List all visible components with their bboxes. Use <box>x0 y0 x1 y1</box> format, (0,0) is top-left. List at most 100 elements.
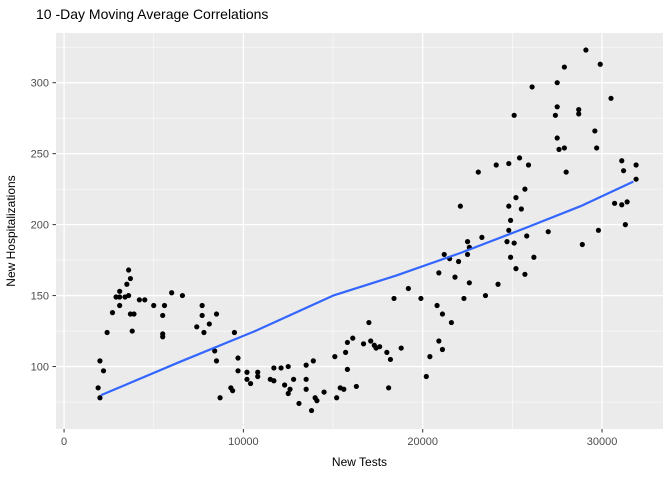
trend-line <box>100 180 634 396</box>
data-point <box>620 168 627 174</box>
data-point <box>255 373 261 380</box>
data-point <box>117 294 123 300</box>
data-point <box>303 386 309 392</box>
data-point <box>169 290 175 296</box>
data-point <box>464 251 471 258</box>
data-point <box>506 227 512 233</box>
data-point <box>507 217 514 223</box>
data-point <box>506 203 512 209</box>
data-point <box>511 240 517 246</box>
data-point <box>461 295 467 302</box>
y-tick-label: 100 <box>31 362 49 374</box>
data-point <box>448 319 455 326</box>
data-point <box>377 344 383 350</box>
y-tick-label: 300 <box>31 78 49 90</box>
data-point <box>579 241 585 248</box>
data-point <box>271 365 277 371</box>
data-point <box>131 311 137 317</box>
data-point <box>622 222 628 228</box>
data-point <box>387 356 394 363</box>
data-point <box>303 362 309 368</box>
data-point <box>310 358 316 364</box>
data-point <box>545 229 551 235</box>
data-point <box>217 395 223 401</box>
data-point <box>619 202 625 208</box>
data-point <box>343 349 349 355</box>
data-point <box>235 355 241 361</box>
data-point <box>391 295 397 302</box>
data-point <box>427 354 433 360</box>
data-point <box>129 328 135 334</box>
data-point <box>95 385 101 391</box>
data-point <box>531 254 537 260</box>
data-point <box>592 128 598 134</box>
data-point <box>529 84 535 90</box>
data-point <box>611 200 618 206</box>
data-point <box>516 155 523 161</box>
data-point <box>455 258 462 265</box>
data-point <box>212 348 218 354</box>
data-point <box>511 112 517 118</box>
data-point <box>554 80 560 86</box>
data-point <box>552 112 559 118</box>
data-point <box>201 329 207 336</box>
data-point <box>206 321 212 327</box>
data-point <box>418 295 424 302</box>
data-point <box>513 195 519 201</box>
data-point <box>504 239 510 245</box>
data-point <box>255 369 261 375</box>
data-point <box>633 176 639 182</box>
data-point <box>482 292 489 299</box>
data-point <box>398 345 404 351</box>
data-point <box>507 254 514 260</box>
data-point <box>308 407 315 414</box>
data-point <box>434 302 440 309</box>
data-point <box>522 271 528 277</box>
data-point <box>513 266 519 272</box>
data-point <box>290 376 297 382</box>
data-point <box>296 400 302 407</box>
data-point <box>436 338 442 344</box>
data-point <box>127 311 134 317</box>
data-point <box>285 390 291 397</box>
data-point <box>142 297 148 303</box>
data-point <box>247 380 254 387</box>
x-tick-label: 10000 <box>228 436 259 448</box>
data-point <box>244 376 250 382</box>
data-point <box>633 162 639 168</box>
data-point <box>554 104 560 110</box>
data-point <box>278 365 284 371</box>
data-point <box>518 206 524 212</box>
data-point <box>368 338 374 344</box>
data-point <box>576 107 582 113</box>
data-point <box>100 368 107 374</box>
panel-background <box>56 33 663 429</box>
data-point <box>151 302 157 309</box>
data-point <box>126 292 132 299</box>
data-point <box>213 311 220 317</box>
data-point <box>441 251 447 258</box>
data-point <box>136 297 142 303</box>
y-tick-label: 200 <box>31 220 49 232</box>
data-point <box>619 158 625 164</box>
data-point <box>624 199 630 205</box>
data-point <box>231 329 238 336</box>
data-point <box>282 382 288 388</box>
data-point <box>597 61 603 67</box>
data-point <box>334 395 340 401</box>
data-point <box>360 341 367 347</box>
chart-title: 10 -Day Moving Average Correlations <box>36 6 269 22</box>
data-point <box>452 274 458 280</box>
data-point <box>199 302 205 309</box>
data-point <box>161 302 168 309</box>
data-point <box>525 162 532 168</box>
data-point <box>561 145 567 151</box>
data-point <box>439 346 446 353</box>
data-point <box>561 64 567 70</box>
data-point <box>341 386 347 392</box>
data-point <box>423 373 429 380</box>
data-point <box>126 267 132 273</box>
data-point <box>160 334 166 340</box>
